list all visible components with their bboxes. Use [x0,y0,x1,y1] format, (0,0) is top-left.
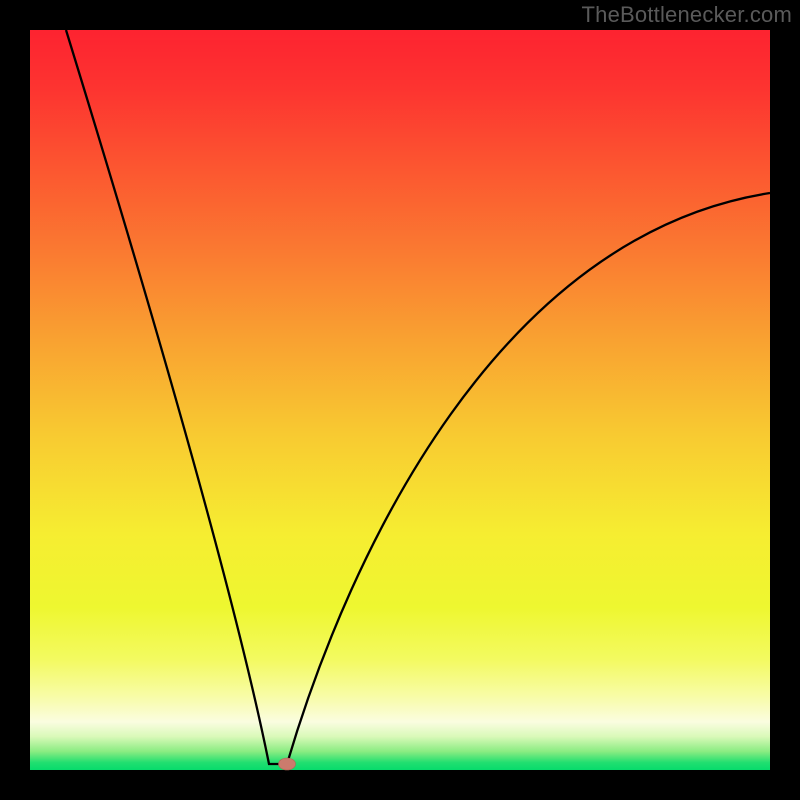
watermark-text: TheBottlenecker.com [582,2,792,28]
bottleneck-chart [0,0,800,800]
optimal-point-marker [279,758,296,770]
chart-container: TheBottlenecker.com [0,0,800,800]
plot-background [30,30,770,770]
